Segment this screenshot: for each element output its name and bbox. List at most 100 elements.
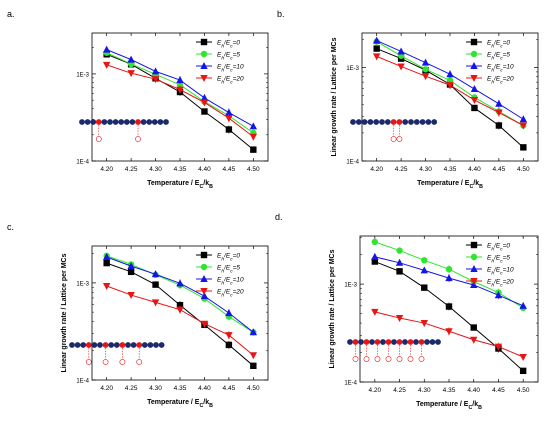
chain-bead	[413, 339, 419, 345]
data-point	[396, 268, 403, 275]
x-tick-label: 4.25	[393, 387, 406, 394]
chain-bead	[157, 119, 164, 125]
chain-bead	[419, 119, 426, 125]
x-tick-label: 4.35	[174, 385, 187, 392]
data-point	[102, 282, 111, 290]
data-point	[519, 354, 527, 362]
chain-bead-hydrogen	[418, 339, 425, 345]
chain-bead	[112, 119, 119, 125]
panel-a: a. 4.20 4.25 4.30 4.35 4.40 4.45 4.50 1E-4 1E-3 Te…	[7, 9, 269, 190]
panel-label-a: a.	[7, 9, 15, 19]
y-tick-label: 1E-4	[346, 160, 359, 166]
legend-marker	[470, 38, 478, 46]
data-point	[151, 67, 160, 75]
chain-bead	[355, 119, 362, 125]
legend-entry-3: Eh/Ec=20	[217, 76, 244, 86]
data-point	[470, 324, 477, 331]
chain-bead	[435, 339, 441, 345]
data-point	[201, 108, 208, 115]
data-point	[250, 362, 257, 370]
panel-label-d: d.	[275, 212, 283, 222]
legend-marker	[470, 62, 478, 69]
data-point	[519, 367, 527, 375]
legend-marker	[470, 265, 478, 272]
chain-bead-hydrogen	[95, 119, 102, 125]
x-tick-label: 4.20	[100, 385, 113, 392]
chain-bead	[358, 339, 364, 345]
chain-side-group	[119, 359, 126, 365]
panel-label-c: c.	[7, 222, 14, 232]
legend-entry-0: Eh/Ec=0	[217, 253, 240, 263]
chain-bead-hydrogen	[119, 342, 126, 348]
chain-bead	[384, 119, 391, 125]
data-point	[372, 36, 381, 44]
data-point	[371, 258, 379, 265]
chain-bead	[79, 119, 85, 125]
chain-bead	[84, 119, 91, 125]
legend-entry-0: Eh/Ec=0	[487, 243, 510, 253]
chain-bead-hydrogen	[136, 342, 143, 348]
chain-side-group	[396, 356, 403, 362]
chain-bead	[97, 342, 103, 348]
data-point	[249, 122, 258, 130]
chain-bead	[113, 342, 120, 348]
legend-entry-0: Eh/Ec=0	[217, 40, 240, 50]
data-point	[396, 247, 403, 254]
legend-marker	[200, 275, 208, 282]
y-axis-label: Linear growth rate / Lattice per MCs	[331, 37, 338, 156]
data-point	[519, 122, 528, 130]
chain-bead	[361, 119, 368, 125]
data-point	[420, 266, 428, 274]
x-tick-label: 4.25	[125, 385, 138, 392]
x-tick-label: 4.30	[149, 166, 162, 173]
chain-side-group	[396, 136, 403, 142]
chain-side-group	[95, 136, 102, 142]
chain-side-group	[85, 359, 92, 365]
chain-bead	[80, 342, 87, 348]
panel-b: b. 4.20 4.25 4.30 4.35 4.40 4.45 4.50 1E-4 1E-3 Te…	[277, 9, 539, 190]
data-point	[421, 257, 428, 264]
chain-bead-hydrogen	[396, 119, 403, 125]
series-line-3	[106, 64, 254, 138]
chain-bead	[69, 342, 75, 348]
chain-bead	[147, 342, 154, 348]
legend-entry-3: Eh/Ec=20	[487, 76, 514, 86]
x-tick-label: 4.35	[444, 166, 457, 173]
chain-bead	[402, 339, 408, 345]
data-point	[470, 336, 478, 344]
chain-bead	[163, 119, 169, 125]
chain-side-group	[102, 359, 109, 365]
x-axis-label: Temperature / EC/kB	[147, 180, 213, 190]
data-point	[127, 55, 135, 63]
x-axis-label: Temperature / EC/kB	[416, 401, 482, 411]
legend-entry-3: Eh/Ec=20	[487, 279, 514, 289]
chain-bead-hydrogen	[102, 342, 109, 348]
legend-entry-0: Eh/Ec=0	[487, 40, 510, 50]
chain-bead-hydrogen	[390, 119, 397, 125]
chain-bead	[425, 119, 432, 125]
data-point	[102, 61, 111, 69]
x-tick-label: 4.45	[223, 166, 236, 173]
chain-bead-hydrogen	[363, 339, 370, 345]
chain-bead	[74, 342, 81, 348]
series-line-3	[376, 55, 524, 126]
data-point	[127, 70, 135, 78]
data-point	[151, 299, 160, 307]
chain-bead-hydrogen	[85, 342, 92, 348]
chain-bead-hydrogen	[396, 339, 403, 345]
chain-bead	[129, 119, 136, 125]
chain-bead	[413, 119, 420, 125]
data-point	[470, 85, 479, 93]
legend-marker	[470, 241, 478, 249]
chain-bead	[391, 339, 397, 345]
data-point	[200, 320, 209, 328]
data-point	[371, 252, 379, 260]
data-point	[397, 63, 405, 71]
chain-bead	[107, 119, 113, 125]
y-axis-label: Linear growth rate / Lattice per MCs	[61, 253, 68, 372]
x-tick-label: 4.20	[100, 166, 113, 173]
x-axis-label: Temperature / EC/kB	[417, 180, 483, 190]
chain-bead	[408, 119, 414, 125]
legend-marker	[200, 251, 208, 259]
